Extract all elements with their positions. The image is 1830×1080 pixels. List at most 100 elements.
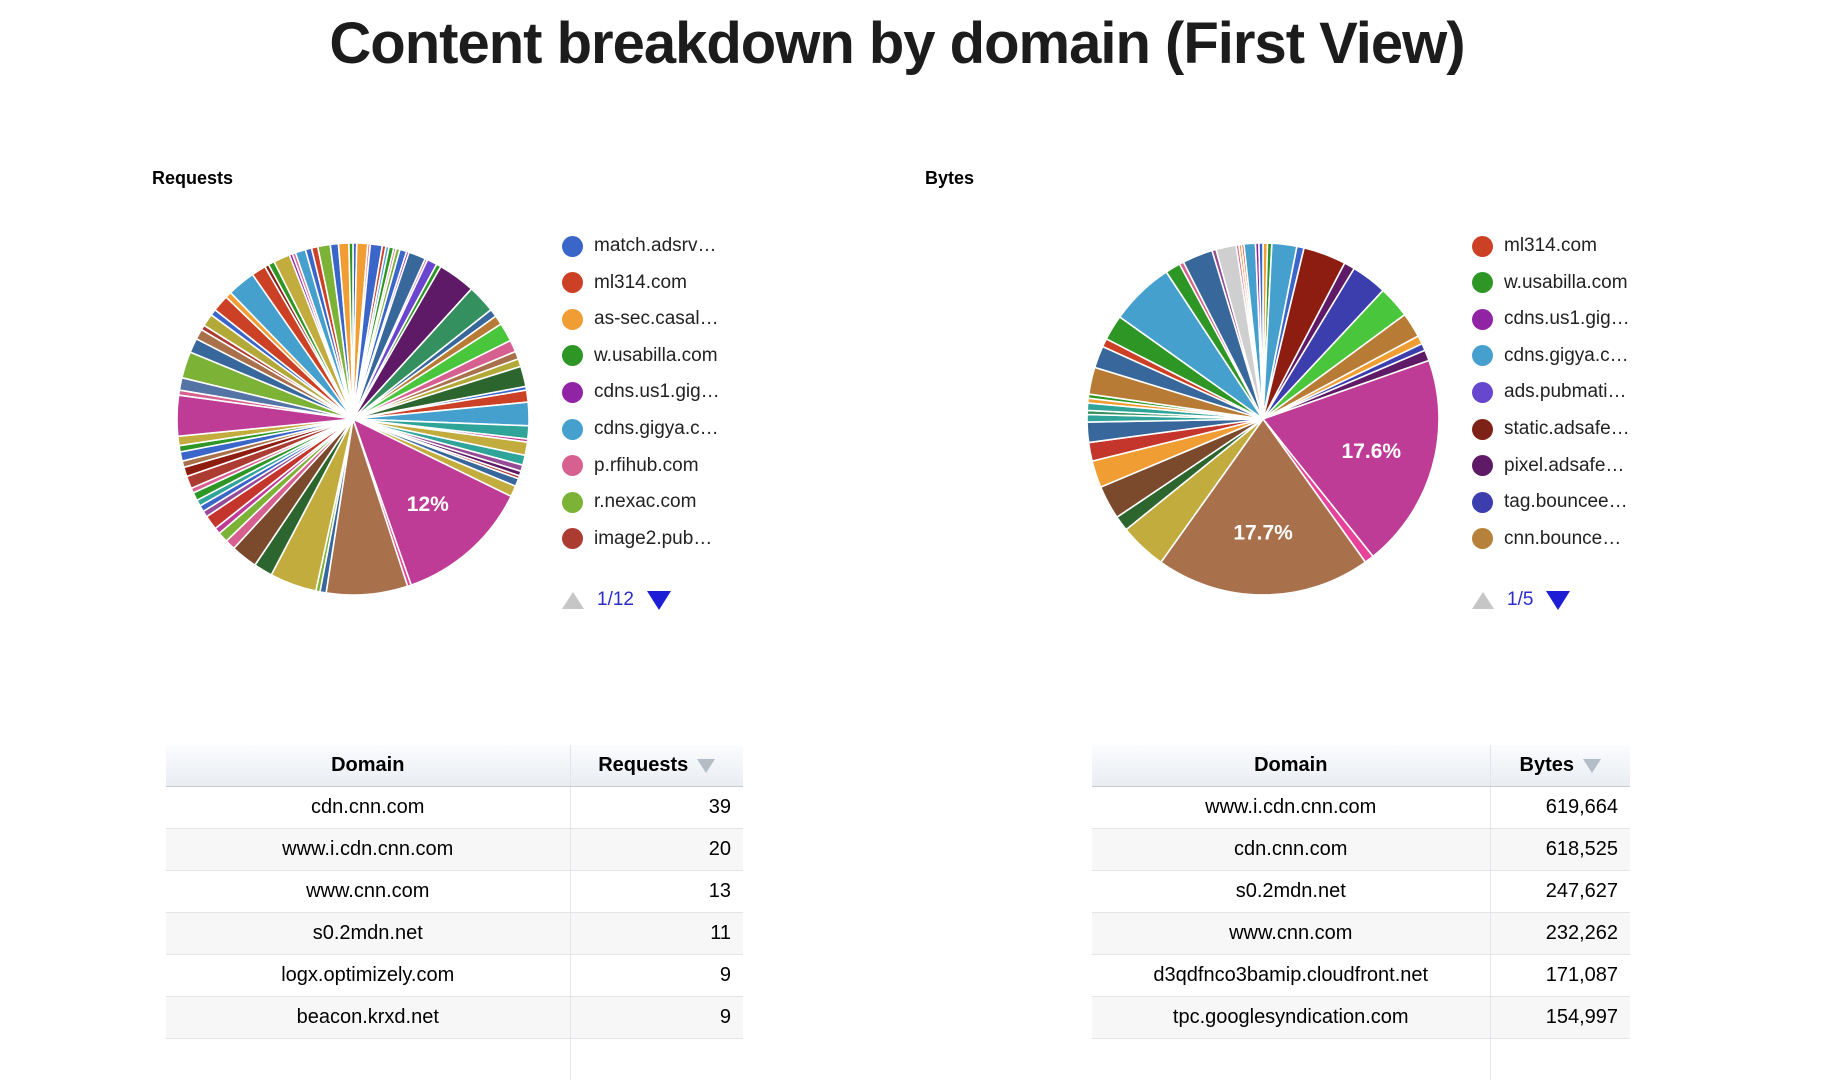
legend-item[interactable]: cdns.gigya.c… — [1472, 339, 1629, 373]
domain-cell: tpc.googlesyndication.com — [1092, 995, 1490, 1038]
value-cell: 11 — [569, 911, 743, 954]
legend-item[interactable]: cdns.gigya.c… — [562, 412, 719, 446]
legend-item-label: cnn.bounce… — [1504, 527, 1622, 549]
legend-color-dot — [562, 345, 583, 367]
legend-prev-icon — [562, 591, 584, 609]
table-row: www.i.cdn.cnn.com 20 — [166, 827, 743, 870]
value-cell: 619,664 — [1489, 785, 1630, 828]
domain-cell: logx.optimizely.com — [166, 953, 570, 996]
pie-slice[interactable] — [1261, 359, 1440, 558]
pie-slice[interactable] — [1159, 417, 1367, 596]
legend-color-dot — [562, 272, 583, 294]
legend-color-dot — [562, 528, 583, 550]
legend-item[interactable]: as-sec.casal… — [562, 302, 719, 336]
bytes-chart-title: Bytes — [925, 168, 975, 188]
domain-cell: s0.2mdn.net — [166, 911, 570, 954]
legend-color-dot — [562, 491, 583, 513]
value-cell: 39 — [569, 785, 743, 828]
value-cell: 232,262 — [1489, 911, 1630, 954]
domain-cell: s0.2mdn.net — [1092, 869, 1490, 912]
column-header-domain[interactable]: Domain — [1092, 745, 1490, 787]
pie-slice-label: 17.7% — [1233, 522, 1293, 545]
legend-item-label: pixel.adsafe… — [1504, 454, 1625, 476]
bytes-table: Domain Bytes www.i.cdn.cnn.com 619,664 cdn.c… — [1092, 745, 1630, 1080]
legend-item[interactable]: w.usabilla.com — [1472, 266, 1628, 300]
table-row: logx.optimizely.com 9 — [166, 953, 743, 996]
legend-page-indicator: 1/12 — [597, 589, 634, 610]
value-cell: 9 — [569, 953, 743, 996]
domain-cell: www.cnn.com — [166, 869, 570, 912]
pie-slice[interactable] — [351, 417, 513, 587]
pie-slice[interactable] — [1258, 242, 1264, 420]
legend-color-dot — [1472, 272, 1493, 294]
value-cell: 13 — [569, 869, 743, 912]
domain-cell: cdn.cnn.com — [166, 785, 570, 828]
bytes-legend-pager: 1/5 — [1472, 588, 1571, 612]
sort-descending-icon — [697, 758, 716, 773]
value-cell: 618,525 — [1489, 827, 1630, 870]
column-header-domain[interactable]: Domain — [166, 745, 570, 787]
legend-color-dot — [562, 381, 583, 403]
legend-item-label: w.usabilla.com — [1504, 271, 1628, 293]
value-cell: 20 — [569, 827, 743, 870]
requests-table: Domain Requests cdn.cnn.com 39 www.i.cdn.cnn… — [166, 745, 743, 1080]
domain-cell: www.i.cdn.cnn.com — [166, 827, 570, 870]
legend-item[interactable]: ml314.com — [562, 266, 687, 300]
requests-chart-title: Requests — [152, 168, 234, 188]
table-row: s0.2mdn.net 247,627 — [1092, 869, 1630, 912]
legend-color-dot — [1472, 455, 1493, 477]
pie-slice-label: 17.6% — [1342, 440, 1402, 463]
legend-item[interactable]: cdns.us1.gig… — [562, 375, 720, 409]
requests-pie-chart[interactable]: 12% — [175, 239, 531, 599]
pie-slice-label: 12% — [407, 493, 449, 516]
legend-item[interactable]: match.adsrv… — [562, 229, 716, 263]
bytes-pie-chart[interactable]: 17.6% 17.7% — [1085, 239, 1441, 599]
legend-item-label: ml314.com — [594, 271, 687, 293]
column-header-label: Bytes — [1519, 753, 1574, 776]
legend-color-dot — [562, 235, 583, 257]
table-row: beacon.krxd.net 9 — [166, 995, 743, 1038]
column-header-label: Domain — [1254, 753, 1328, 776]
domain-cell: cdn.cnn.com — [1092, 827, 1490, 870]
legend-item[interactable]: cdns.us1.gig… — [1472, 302, 1630, 336]
domain-cell: www.cnn.com — [1092, 911, 1490, 954]
requests-legend-pager: 1/12 — [562, 588, 671, 612]
legend-item[interactable]: p.rfihub.com — [562, 449, 699, 483]
column-header-label: Requests — [598, 753, 689, 776]
legend-item[interactable]: tag.bouncee… — [1472, 485, 1628, 519]
legend-item-label: ads.pubmati… — [1504, 381, 1627, 403]
legend-item[interactable]: static.adsafe… — [1472, 412, 1630, 446]
legend-next-icon[interactable] — [1546, 590, 1571, 610]
value-cell: 9 — [569, 995, 743, 1038]
legend-color-dot — [1472, 308, 1493, 330]
legend-item-label: r.nexac.com — [594, 491, 697, 513]
table-row-partial — [1092, 1037, 1630, 1080]
legend-item[interactable]: w.usabilla.com — [562, 339, 718, 373]
legend-color-dot — [1472, 235, 1493, 257]
legend-color-dot — [1472, 345, 1493, 367]
legend-item[interactable]: r.nexac.com — [562, 485, 696, 519]
pie-slice[interactable] — [348, 242, 354, 420]
legend-item[interactable]: ads.pubmati… — [1472, 375, 1627, 409]
legend-prev-icon — [1472, 591, 1494, 609]
legend-item-label: cdns.us1.gig… — [1504, 308, 1630, 330]
table-row: tpc.googlesyndication.com 154,997 — [1092, 995, 1630, 1038]
value-cell: 247,627 — [1489, 869, 1630, 912]
legend-item-label: static.adsafe… — [1504, 418, 1630, 439]
legend-item-label: w.usabilla.com — [594, 344, 718, 366]
column-header-requests[interactable]: Requests — [569, 745, 743, 787]
legend-item-label: as-sec.casal… — [594, 308, 719, 330]
legend-item[interactable]: image2.pub… — [562, 522, 712, 556]
legend-item-label: p.rfihub.com — [594, 454, 699, 476]
legend-next-icon[interactable] — [646, 590, 671, 610]
legend-item-label: tag.bouncee… — [1504, 491, 1628, 513]
column-header-label: Domain — [331, 753, 405, 776]
legend-item[interactable]: cnn.bounce… — [1472, 522, 1621, 556]
domain-cell: beacon.krxd.net — [166, 995, 570, 1038]
legend-item[interactable]: pixel.adsafe… — [1472, 449, 1624, 483]
legend-color-dot — [1472, 491, 1493, 513]
legend-item[interactable]: ml314.com — [1472, 229, 1597, 263]
legend-item-label: cdns.us1.gig… — [594, 381, 720, 403]
legend-item-label: ml314.com — [1504, 235, 1597, 256]
column-header-bytes[interactable]: Bytes — [1489, 745, 1630, 787]
